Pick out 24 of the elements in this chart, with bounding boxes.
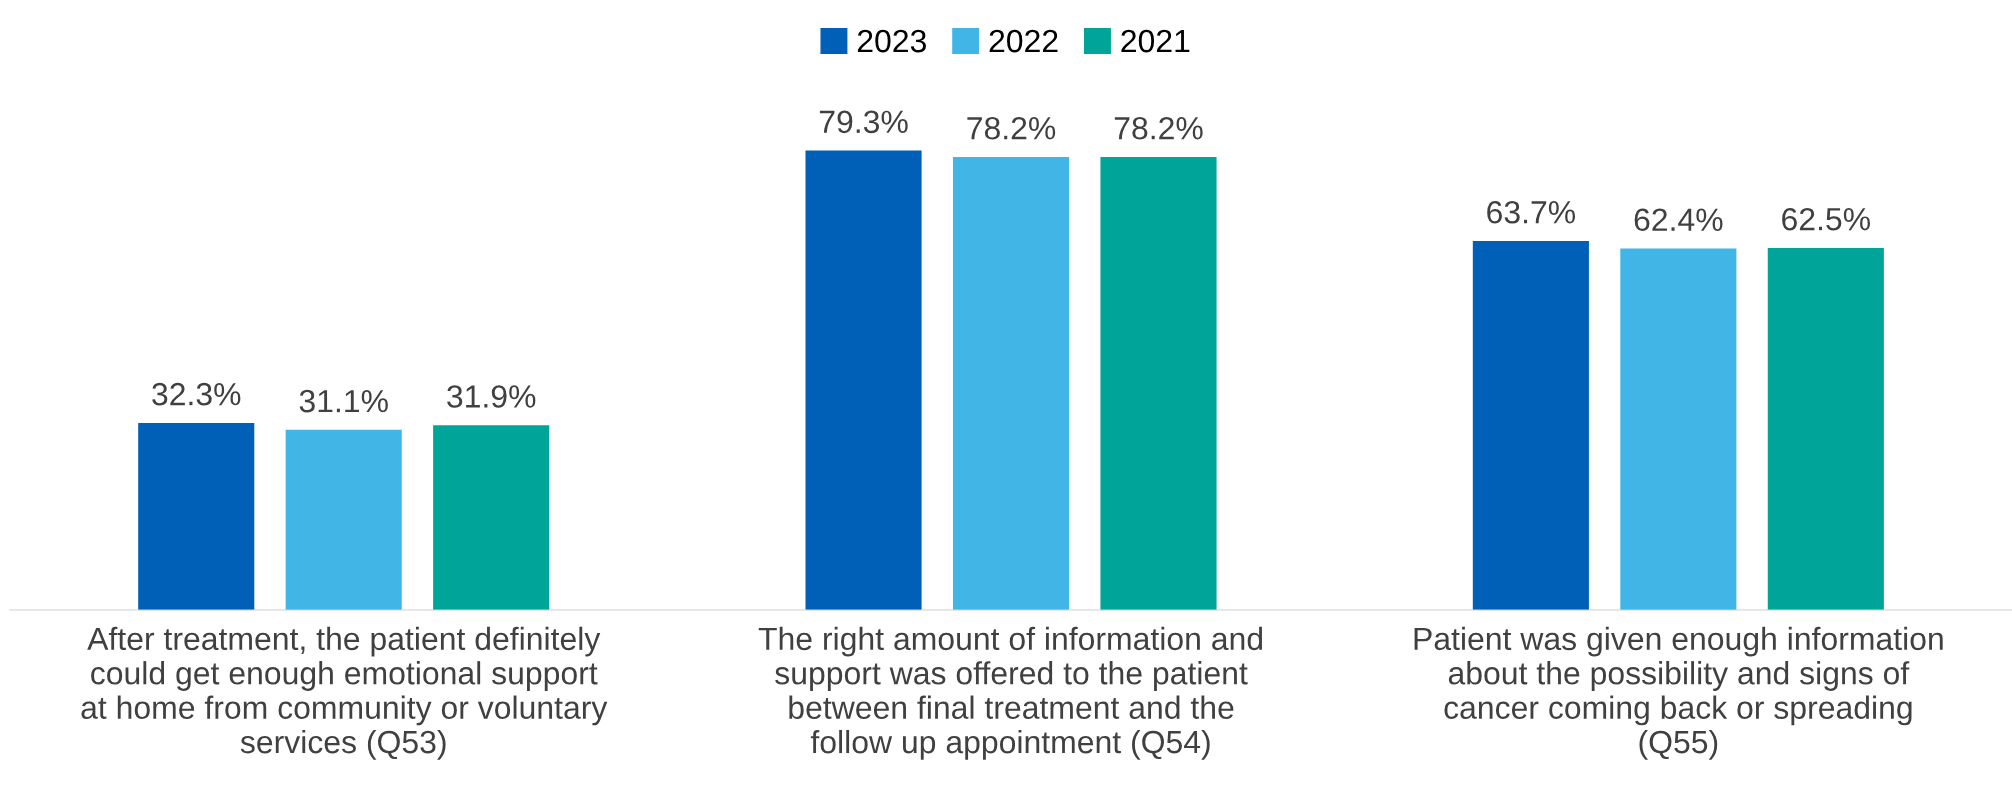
x-tick-label: Patient was given enough information about the possibility and signs of cancer coming back or spreading (Q55) (1414, 626, 1943, 760)
data-label: 31.9% (447, 385, 536, 408)
x-tick-label: The right amount of information and support was offered to the patient between final treatment and the follow up appointment (Q54) (758, 626, 1263, 760)
bar (285, 429, 402, 611)
bar (433, 425, 550, 611)
bar (138, 422, 255, 611)
bar (1472, 240, 1589, 611)
bar (1767, 247, 1884, 611)
bar (1100, 156, 1217, 611)
legend-label: 2021 (1121, 29, 1190, 53)
data-label: 31.1% (299, 389, 388, 413)
data-label: 78.2% (967, 116, 1056, 140)
legend-label: 2023 (857, 29, 926, 53)
bar (952, 156, 1070, 611)
data-label: 32.3% (152, 382, 241, 406)
data-label: 62.4% (1634, 208, 1723, 232)
data-label: 63.7% (1487, 200, 1576, 224)
legend-label: 2022 (989, 29, 1058, 53)
data-label: 78.2% (1114, 116, 1203, 140)
x-tick-label: After treatment, the patient definitely could get enough emotional support at home from community or voluntary services (Q53) (81, 626, 608, 760)
data-label: 62.5% (1782, 207, 1870, 231)
bar (1620, 248, 1737, 611)
data-label: 79.3% (819, 110, 908, 134)
bar (805, 150, 922, 611)
